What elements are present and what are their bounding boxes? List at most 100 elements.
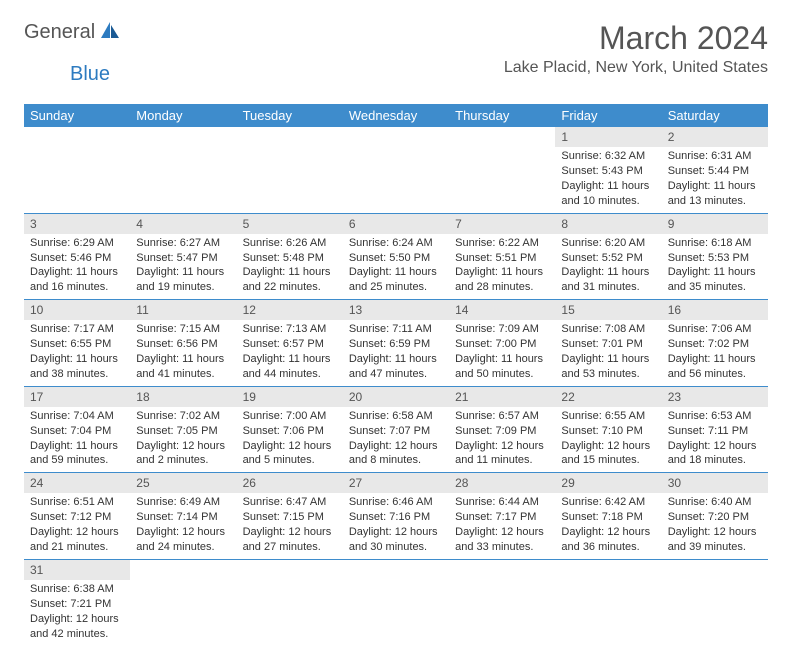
sunset-text: Sunset: 7:17 PM xyxy=(455,510,549,525)
day-body: Sunrise: 7:11 AMSunset: 6:59 PMDaylight:… xyxy=(343,320,449,385)
day-cell: 29Sunrise: 6:42 AMSunset: 7:18 PMDayligh… xyxy=(555,473,661,560)
daylight-text: Daylight: 12 hours and 36 minutes. xyxy=(561,525,655,555)
sunset-text: Sunset: 7:02 PM xyxy=(668,337,762,352)
day-cell xyxy=(237,559,343,645)
day-number: 14 xyxy=(449,300,555,320)
day-cell: 22Sunrise: 6:55 AMSunset: 7:10 PMDayligh… xyxy=(555,386,661,473)
day-cell: 4Sunrise: 6:27 AMSunset: 5:47 PMDaylight… xyxy=(130,213,236,300)
daylight-text: Daylight: 11 hours and 59 minutes. xyxy=(30,439,124,469)
day-cell xyxy=(343,559,449,645)
day-cell: 9Sunrise: 6:18 AMSunset: 5:53 PMDaylight… xyxy=(662,213,768,300)
daylight-text: Daylight: 12 hours and 24 minutes. xyxy=(136,525,230,555)
sunrise-text: Sunrise: 6:46 AM xyxy=(349,495,443,510)
day-body: Sunrise: 6:24 AMSunset: 5:50 PMDaylight:… xyxy=(343,234,449,299)
sunrise-text: Sunrise: 6:26 AM xyxy=(243,236,337,251)
day-number: 21 xyxy=(449,387,555,407)
sunset-text: Sunset: 5:48 PM xyxy=(243,251,337,266)
daylight-text: Daylight: 12 hours and 11 minutes. xyxy=(455,439,549,469)
day-body: Sunrise: 7:06 AMSunset: 7:02 PMDaylight:… xyxy=(662,320,768,385)
day-cell xyxy=(449,559,555,645)
sunset-text: Sunset: 5:51 PM xyxy=(455,251,549,266)
sunrise-text: Sunrise: 7:15 AM xyxy=(136,322,230,337)
daylight-text: Daylight: 11 hours and 16 minutes. xyxy=(30,265,124,295)
day-cell: 7Sunrise: 6:22 AMSunset: 5:51 PMDaylight… xyxy=(449,213,555,300)
sunrise-text: Sunrise: 6:24 AM xyxy=(349,236,443,251)
sunset-text: Sunset: 7:10 PM xyxy=(561,424,655,439)
sunset-text: Sunset: 7:07 PM xyxy=(349,424,443,439)
sunrise-text: Sunrise: 7:04 AM xyxy=(30,409,124,424)
day-body: Sunrise: 6:47 AMSunset: 7:15 PMDaylight:… xyxy=(237,493,343,558)
sunset-text: Sunset: 7:18 PM xyxy=(561,510,655,525)
sunrise-text: Sunrise: 6:49 AM xyxy=(136,495,230,510)
sunset-text: Sunset: 5:46 PM xyxy=(30,251,124,266)
daylight-text: Daylight: 11 hours and 19 minutes. xyxy=(136,265,230,295)
logo-text-general: General xyxy=(24,21,95,44)
day-number: 17 xyxy=(24,387,130,407)
day-cell: 1Sunrise: 6:32 AMSunset: 5:43 PMDaylight… xyxy=(555,127,661,213)
sunset-text: Sunset: 7:14 PM xyxy=(136,510,230,525)
daylight-text: Daylight: 12 hours and 42 minutes. xyxy=(30,612,124,642)
day-number: 27 xyxy=(343,473,449,493)
day-number: 18 xyxy=(130,387,236,407)
day-number: 11 xyxy=(130,300,236,320)
sunset-text: Sunset: 7:00 PM xyxy=(455,337,549,352)
day-number: 22 xyxy=(555,387,661,407)
day-cell: 15Sunrise: 7:08 AMSunset: 7:01 PMDayligh… xyxy=(555,300,661,387)
day-cell: 12Sunrise: 7:13 AMSunset: 6:57 PMDayligh… xyxy=(237,300,343,387)
day-body: Sunrise: 6:29 AMSunset: 5:46 PMDaylight:… xyxy=(24,234,130,299)
dow-header: Sunday xyxy=(24,104,130,127)
day-cell: 17Sunrise: 7:04 AMSunset: 7:04 PMDayligh… xyxy=(24,386,130,473)
day-number: 16 xyxy=(662,300,768,320)
day-body: Sunrise: 7:00 AMSunset: 7:06 PMDaylight:… xyxy=(237,407,343,472)
day-body: Sunrise: 6:55 AMSunset: 7:10 PMDaylight:… xyxy=(555,407,661,472)
day-cell: 13Sunrise: 7:11 AMSunset: 6:59 PMDayligh… xyxy=(343,300,449,387)
daylight-text: Daylight: 12 hours and 30 minutes. xyxy=(349,525,443,555)
day-cell: 24Sunrise: 6:51 AMSunset: 7:12 PMDayligh… xyxy=(24,473,130,560)
sunset-text: Sunset: 7:01 PM xyxy=(561,337,655,352)
day-number: 9 xyxy=(662,214,768,234)
day-cell: 14Sunrise: 7:09 AMSunset: 7:00 PMDayligh… xyxy=(449,300,555,387)
day-body: Sunrise: 6:32 AMSunset: 5:43 PMDaylight:… xyxy=(555,147,661,212)
sunset-text: Sunset: 7:11 PM xyxy=(668,424,762,439)
day-cell: 6Sunrise: 6:24 AMSunset: 5:50 PMDaylight… xyxy=(343,213,449,300)
day-number: 1 xyxy=(555,127,661,147)
day-cell: 31Sunrise: 6:38 AMSunset: 7:21 PMDayligh… xyxy=(24,559,130,645)
sunrise-text: Sunrise: 6:47 AM xyxy=(243,495,337,510)
day-cell: 26Sunrise: 6:47 AMSunset: 7:15 PMDayligh… xyxy=(237,473,343,560)
day-number: 12 xyxy=(237,300,343,320)
sunset-text: Sunset: 6:57 PM xyxy=(243,337,337,352)
week-row: 10Sunrise: 7:17 AMSunset: 6:55 PMDayligh… xyxy=(24,300,768,387)
daylight-text: Daylight: 11 hours and 38 minutes. xyxy=(30,352,124,382)
daylight-text: Daylight: 11 hours and 47 minutes. xyxy=(349,352,443,382)
dow-row: SundayMondayTuesdayWednesdayThursdayFrid… xyxy=(24,104,768,127)
daylight-text: Daylight: 11 hours and 50 minutes. xyxy=(455,352,549,382)
sunrise-text: Sunrise: 6:42 AM xyxy=(561,495,655,510)
day-cell: 28Sunrise: 6:44 AMSunset: 7:17 PMDayligh… xyxy=(449,473,555,560)
day-body: Sunrise: 6:58 AMSunset: 7:07 PMDaylight:… xyxy=(343,407,449,472)
day-cell xyxy=(237,127,343,213)
day-number: 23 xyxy=(662,387,768,407)
sunrise-text: Sunrise: 6:58 AM xyxy=(349,409,443,424)
day-cell: 27Sunrise: 6:46 AMSunset: 7:16 PMDayligh… xyxy=(343,473,449,560)
sunset-text: Sunset: 6:59 PM xyxy=(349,337,443,352)
day-body: Sunrise: 7:17 AMSunset: 6:55 PMDaylight:… xyxy=(24,320,130,385)
day-number: 8 xyxy=(555,214,661,234)
sunset-text: Sunset: 5:47 PM xyxy=(136,251,230,266)
day-body: Sunrise: 6:44 AMSunset: 7:17 PMDaylight:… xyxy=(449,493,555,558)
day-cell: 16Sunrise: 7:06 AMSunset: 7:02 PMDayligh… xyxy=(662,300,768,387)
day-body: Sunrise: 6:22 AMSunset: 5:51 PMDaylight:… xyxy=(449,234,555,299)
week-row: 17Sunrise: 7:04 AMSunset: 7:04 PMDayligh… xyxy=(24,386,768,473)
sunrise-text: Sunrise: 6:32 AM xyxy=(561,149,655,164)
day-number: 3 xyxy=(24,214,130,234)
day-cell: 2Sunrise: 6:31 AMSunset: 5:44 PMDaylight… xyxy=(662,127,768,213)
sunset-text: Sunset: 5:52 PM xyxy=(561,251,655,266)
sunrise-text: Sunrise: 6:27 AM xyxy=(136,236,230,251)
day-cell xyxy=(130,559,236,645)
sunrise-text: Sunrise: 6:38 AM xyxy=(30,582,124,597)
daylight-text: Daylight: 12 hours and 8 minutes. xyxy=(349,439,443,469)
dow-header: Monday xyxy=(130,104,236,127)
daylight-text: Daylight: 11 hours and 25 minutes. xyxy=(349,265,443,295)
day-body: Sunrise: 7:13 AMSunset: 6:57 PMDaylight:… xyxy=(237,320,343,385)
day-number: 24 xyxy=(24,473,130,493)
daylight-text: Daylight: 12 hours and 33 minutes. xyxy=(455,525,549,555)
